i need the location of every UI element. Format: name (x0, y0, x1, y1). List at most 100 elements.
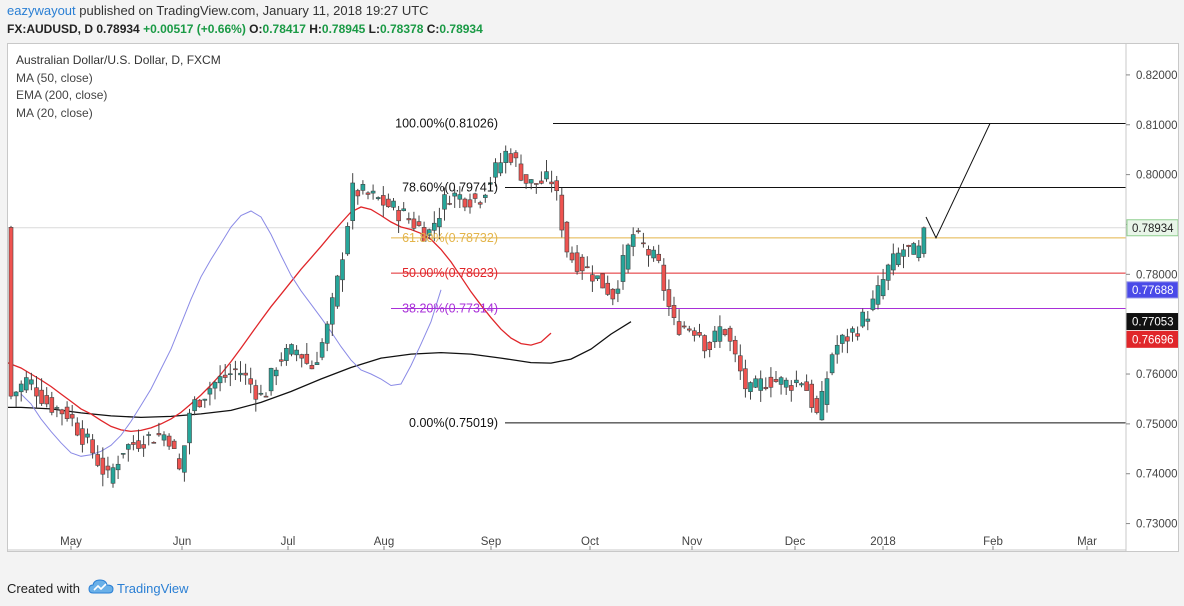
candle-body (80, 428, 85, 445)
fib-level-label: 50.00%(0.78023) (402, 266, 498, 280)
high-value: 0.78945 (321, 22, 366, 36)
close-label: C: (426, 22, 440, 36)
candle-body (437, 218, 442, 228)
time-tick-label: May (60, 536, 82, 548)
candle-body (187, 412, 192, 444)
ma50-line (0, 206, 552, 433)
publisher-link[interactable]: eazywayout (7, 3, 76, 18)
candle-body (732, 339, 738, 355)
candle-body (870, 298, 876, 310)
chart-legend: Australian Dollar/U.S. Dollar, D, FXCM M… (16, 52, 221, 122)
ema200-line (1, 321, 632, 419)
candle-body (768, 376, 774, 388)
projection-path[interactable] (925, 123, 991, 239)
published-text: published on TradingView.com, January 11… (79, 3, 429, 18)
candle-body (666, 289, 672, 307)
candle-body (222, 374, 228, 378)
candle-body (799, 383, 804, 386)
candle-body (783, 379, 789, 388)
candle-body (829, 354, 835, 374)
candle-body (345, 226, 350, 255)
fib-labels: 100.00%(0.81026) 78.60%(0.79741) 61.80%(0.… (395, 116, 498, 429)
price-axis[interactable]: 0.820000.810000.800000.790000.780000.760… (1125, 44, 1179, 551)
price-chart[interactable]: 100.00%(0.81026) 78.60%(0.79741) 61.80%(0.… (0, 44, 1179, 551)
price-tick-label: 0.75000 (1136, 419, 1178, 431)
candle-body (447, 203, 452, 205)
candle-body (804, 381, 809, 391)
footer: Created with TradingView (0, 568, 1184, 606)
candle-body (136, 440, 141, 449)
candle-body (284, 347, 289, 361)
candle-body (391, 200, 396, 208)
price-tick-label: 0.81000 (1136, 120, 1178, 132)
candle-body (656, 253, 662, 261)
candle-body (18, 383, 24, 393)
candle-body (278, 359, 284, 362)
candle-body (809, 383, 815, 408)
candle-body (39, 389, 44, 404)
candle-body (248, 378, 253, 385)
candle-body (457, 194, 463, 200)
candle-body (697, 332, 702, 336)
legend-ma20: MA (20, close) (16, 105, 93, 120)
candle-body (161, 434, 167, 441)
candle-body (120, 453, 126, 455)
candles (8, 145, 927, 488)
candle-body (850, 328, 855, 333)
candle-body (834, 344, 840, 355)
candle-body (421, 227, 427, 242)
price-tick-label: 0.82000 (1136, 70, 1178, 82)
legend-symbol: Australian Dollar/U.S. Dollar, D, FXCM (16, 53, 221, 67)
time-axis[interactable]: May Jun Jul Aug Sep Oct Nov Dec 2018 Feb Mar (8, 536, 1126, 551)
time-tick-label: Aug (374, 536, 394, 548)
legend-ema200: EMA (200, close) (16, 88, 108, 102)
ma20-path (20, 210, 442, 457)
candle-body (406, 218, 412, 221)
price-tag-label: 0.77688 (1132, 285, 1174, 297)
candle-body (661, 264, 667, 291)
ma20-line (20, 210, 442, 457)
candle-body (151, 442, 157, 444)
candle-body (814, 398, 820, 413)
low-label: L: (368, 22, 380, 36)
created-with-label: Created with (7, 581, 80, 596)
candle-body (13, 391, 19, 397)
candle-body (564, 221, 570, 253)
candle-body (493, 162, 498, 178)
price-tick-label: 0.73000 (1136, 519, 1178, 531)
candle-body (23, 377, 29, 391)
candle-body (743, 368, 748, 390)
candle-body (294, 349, 299, 356)
candle-body (712, 330, 718, 343)
candle-body (727, 327, 733, 342)
candle-body (625, 244, 631, 270)
candle-body (141, 444, 146, 449)
candle-body (146, 434, 151, 436)
candle-body (865, 318, 871, 322)
tradingview-link[interactable]: TradingView (117, 581, 189, 596)
candle-body (192, 399, 197, 412)
candle-body (686, 328, 692, 331)
open-value: 0.78417 (262, 22, 306, 36)
candle-body (233, 368, 238, 371)
candle-body (544, 171, 549, 180)
chart-area[interactable]: 100.00%(0.81026) 78.60%(0.79741) 61.80%(0.… (0, 43, 1179, 552)
time-tick-label: Oct (581, 536, 600, 548)
candle-body (671, 305, 677, 318)
candle-body (595, 275, 600, 280)
candle-body (722, 329, 728, 336)
candle-body (600, 273, 605, 289)
candle-body (171, 440, 177, 449)
candle-body (304, 353, 310, 364)
tradingview-cloud-icon[interactable] (88, 577, 114, 597)
fib-retracement[interactable] (391, 122, 1126, 424)
candle-body (590, 274, 595, 282)
candle-body (717, 326, 723, 342)
candle-body (34, 387, 39, 397)
candle-body (370, 190, 376, 194)
candle-body (763, 387, 769, 389)
projection-line (925, 123, 991, 239)
time-tick-label: Feb (983, 536, 1003, 548)
price-change: +0.00517 (+0.66%) (143, 22, 246, 36)
price-tick-label: 0.74000 (1136, 469, 1178, 481)
